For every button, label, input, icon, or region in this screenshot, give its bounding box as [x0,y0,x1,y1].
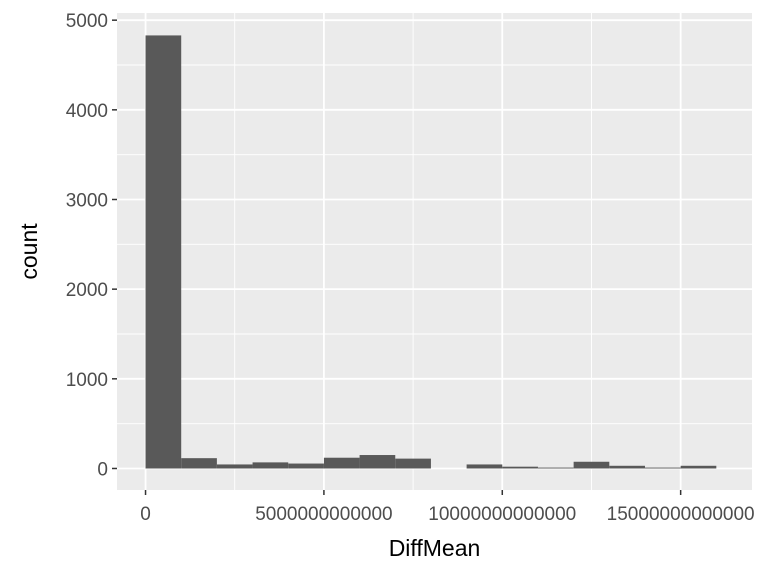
histogram-bar [359,455,396,469]
x-tick-label: 10000000000000 [428,504,576,525]
x-tick-label: 0 [140,504,151,525]
minor-gridlines [117,13,752,490]
y-tick-label: 1000 [66,370,108,391]
histogram-bars [145,35,717,469]
histogram-bar [216,464,253,469]
x-tick-label: 15000000000000 [607,504,755,525]
y-tick-label: 4000 [66,101,108,122]
x-axis-title: DiffMean [389,535,481,561]
histogram-bar [145,35,182,469]
histogram-bar [466,464,503,469]
x-tick-label: 5000000000000 [255,504,392,525]
histogram-bar [537,467,574,469]
histogram-bar [573,461,610,469]
histogram-bar [323,457,360,469]
y-axis: 0 1000 2000 3000 4000 5000 [66,11,117,480]
x-axis: 0 5000000000000 10000000000000 150000000000… [140,490,755,525]
histogram-bar [644,467,681,469]
y-tick-label: 0 [97,459,108,480]
histogram-bar [502,466,538,469]
histogram-bar [252,462,289,469]
y-tick-label: 2000 [66,280,108,301]
y-tick-label: 3000 [66,190,108,211]
histogram-bar [609,465,645,469]
histogram-bar [288,463,324,469]
y-tick-label: 5000 [66,11,108,32]
histogram-bar [680,465,717,469]
histogram-bar [395,458,431,469]
y-axis-title: count [16,223,42,280]
plot-panel [117,13,752,490]
histogram-bar [181,458,217,469]
